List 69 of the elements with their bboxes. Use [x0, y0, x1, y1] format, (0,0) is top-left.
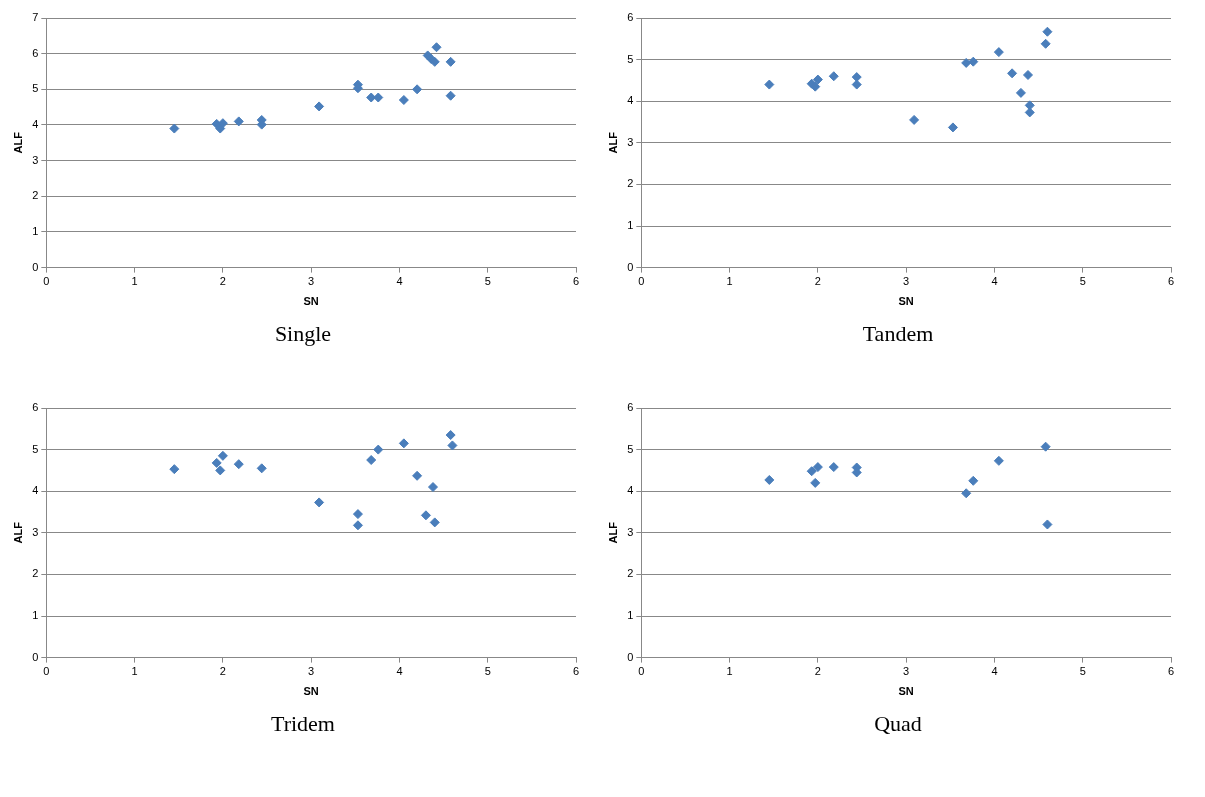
y-tick-label: 5: [32, 82, 39, 95]
y-tick-label: 1: [32, 609, 39, 622]
x-tick-label: 6: [1167, 275, 1175, 288]
x-tick-label: 2: [814, 665, 821, 678]
y-tick-label: 6: [627, 401, 634, 414]
y-tick-label: 4: [627, 484, 634, 497]
y-tick-label: 1: [627, 609, 634, 622]
x-tick-label: 3: [903, 665, 910, 678]
x-axis-title: SN: [898, 295, 914, 308]
y-tick-label: 4: [627, 94, 634, 107]
y-tick-label: 1: [32, 224, 39, 237]
y-tick-label: 5: [627, 442, 634, 455]
y-tick-label: 5: [32, 442, 39, 455]
y-tick-label: 1: [627, 219, 634, 232]
x-tick-label: 3: [308, 275, 315, 288]
y-tick-label: 3: [627, 525, 634, 538]
x-tick-label: 2: [814, 275, 821, 288]
y-tick-label: 2: [627, 177, 634, 190]
x-tick-label: 1: [131, 665, 138, 678]
y-tick-label: 2: [32, 189, 39, 202]
y-tick-label: 2: [32, 567, 39, 580]
text: Tandem: [861, 321, 935, 347]
y-tick-label: 4: [32, 118, 39, 130]
x-tick-label: 3: [903, 275, 910, 288]
y-tick-label: 5: [627, 52, 634, 65]
y-tick-label: 6: [32, 46, 39, 59]
x-axis-title: SN: [303, 685, 319, 698]
x-tick-label: 0: [43, 275, 50, 288]
x-tick-label: 3: [308, 665, 315, 678]
x-tick-label: 1: [131, 275, 138, 288]
x-tick-label: 5: [1079, 665, 1086, 678]
y-tick-label: 4: [32, 484, 39, 497]
y-tick-label: 6: [32, 401, 39, 414]
y-tick-label: 0: [32, 260, 39, 273]
x-tick-label: 6: [572, 665, 580, 678]
x-tick-label: 2: [219, 275, 226, 288]
y-axis-title: ALF: [11, 131, 24, 154]
y-axis-title: ALF: [606, 131, 619, 154]
x-tick-label: 6: [1167, 665, 1175, 678]
y-axis-title: ALF: [606, 521, 619, 544]
x-tick-label: 1: [726, 275, 733, 288]
x-axis-title: SN: [303, 295, 319, 308]
x-tick-label: 5: [1079, 275, 1086, 288]
text: Tridem: [270, 711, 336, 737]
y-tick-label: 7: [32, 11, 39, 24]
x-tick-label: 4: [396, 665, 403, 678]
y-tick-label: 2: [627, 567, 634, 580]
y-tick-label: 3: [32, 153, 39, 166]
x-tick-label: 5: [484, 665, 491, 678]
y-tick-label: 0: [32, 650, 39, 663]
x-tick-label: 6: [572, 275, 580, 288]
y-tick-label: 3: [32, 525, 39, 538]
y-tick-label: 6: [627, 11, 634, 24]
text: Single: [273, 321, 333, 347]
x-tick-label: 4: [991, 665, 998, 678]
y-tick-label: 0: [627, 260, 634, 273]
x-tick-label: 1: [726, 665, 733, 678]
x-tick-label: 4: [396, 275, 403, 288]
y-tick-label: 3: [627, 135, 634, 148]
y-tick-label: 0: [627, 650, 634, 663]
y-axis-title: ALF: [11, 521, 24, 544]
text: Quad: [873, 711, 923, 737]
x-tick-label: 2: [219, 665, 226, 678]
x-axis-title: SN: [898, 685, 914, 698]
x-tick-label: 0: [638, 275, 645, 288]
x-tick-label: 0: [638, 665, 645, 678]
x-tick-label: 0: [43, 665, 50, 678]
x-tick-label: 4: [991, 275, 998, 288]
x-tick-label: 5: [484, 275, 491, 288]
